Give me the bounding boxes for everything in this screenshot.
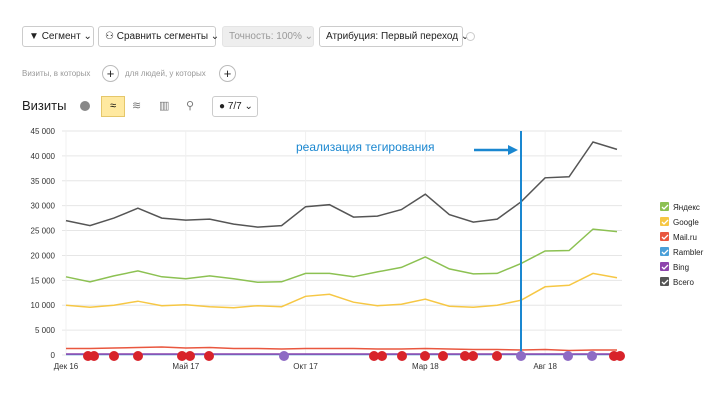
line-chart-icon[interactable]: ≈ <box>101 96 125 117</box>
attribution-button[interactable]: Атрибуция: Первый переход ⌄ <box>319 26 469 47</box>
series-line <box>65 141 618 228</box>
series-line <box>65 272 618 309</box>
legend: Яндекс Google Mail.ru Rambler Bing Всего <box>660 202 704 287</box>
annotation-arrowhead <box>508 145 518 155</box>
y-tick-label: 0 <box>51 351 56 360</box>
accuracy-label: Точность: 100% <box>229 31 302 42</box>
area-chart-icon[interactable]: ≋ <box>132 100 142 112</box>
y-tick-label: 15 000 <box>31 276 56 285</box>
map-icon[interactable]: ⚲ <box>186 100 195 112</box>
legend-checkbox <box>660 247 669 256</box>
legend-check <box>661 279 669 285</box>
legend-label: Bing <box>673 263 689 272</box>
legend-check <box>661 249 669 255</box>
add-people-filter[interactable]: + <box>219 65 236 82</box>
legend-checkbox <box>660 202 669 211</box>
filter-people-label: для людей, у которых <box>125 69 206 78</box>
legend-label: Всего <box>673 278 695 287</box>
legend-check <box>661 234 669 240</box>
y-tick-label: 45 000 <box>31 127 56 136</box>
legend-check <box>661 219 669 225</box>
legend-check <box>661 264 669 270</box>
plot: 0 5 000 10 000 15 000 20 000 25 000 30 000 35 0… <box>31 127 704 371</box>
y-tick-label: 5 000 <box>35 326 56 335</box>
add-visit-filter[interactable]: + <box>102 65 119 82</box>
x-tick-label: Дек 16 <box>54 362 79 371</box>
y-tick-label: 20 000 <box>31 251 56 260</box>
x-tick-label: Окт 17 <box>293 362 318 371</box>
filter-visits-label: Визиты, в которых <box>22 69 91 78</box>
y-tick-label: 40 000 <box>31 152 56 161</box>
attribution-label: Атрибуция: Первый переход <box>326 31 459 42</box>
y-tick-label: 25 000 <box>31 227 56 236</box>
series-count-button[interactable]: ● 7/7 ⌄ <box>212 96 258 117</box>
x-tick-label: Авг 18 <box>533 362 557 371</box>
legend-checkbox <box>660 232 669 241</box>
metric-title: Визиты <box>22 98 67 113</box>
compare-label: Сравнить сегменты <box>116 31 209 42</box>
help-icon[interactable] <box>466 32 475 41</box>
legend-label: Rambler <box>673 248 704 257</box>
compare-button[interactable]: ⚇ Сравнить сегменты ⌄ <box>98 26 219 47</box>
legend-checkbox <box>660 277 669 286</box>
legend-checkbox <box>660 262 669 271</box>
legend-check <box>661 204 669 210</box>
segment-label: Сегмент <box>41 31 81 42</box>
x-tick-label: Май 17 <box>172 362 199 371</box>
legend-label: Яндекс <box>673 203 700 212</box>
legend-label: Mail.ru <box>673 233 697 242</box>
series-count: 7/7 <box>227 101 242 112</box>
y-tick-label: 35 000 <box>31 177 56 186</box>
annotation-text: реализация тегирования <box>296 140 435 154</box>
y-tick-label: 10 000 <box>31 301 56 310</box>
x-tick-label: Мар 18 <box>412 362 439 371</box>
event-markers <box>83 351 625 361</box>
legend-checkbox <box>660 217 669 226</box>
series-line <box>66 346 617 352</box>
bar-chart-icon[interactable]: ▥ <box>159 100 170 112</box>
pie-chart-icon[interactable] <box>80 101 90 111</box>
legend-label: Google <box>673 218 699 227</box>
segment-button[interactable]: ▼ Сегмент ⌄ <box>22 26 94 47</box>
series-line <box>65 228 618 284</box>
y-tick-label: 30 000 <box>31 202 56 211</box>
accuracy-button[interactable]: Точность: 100% ⌄ <box>222 26 314 47</box>
